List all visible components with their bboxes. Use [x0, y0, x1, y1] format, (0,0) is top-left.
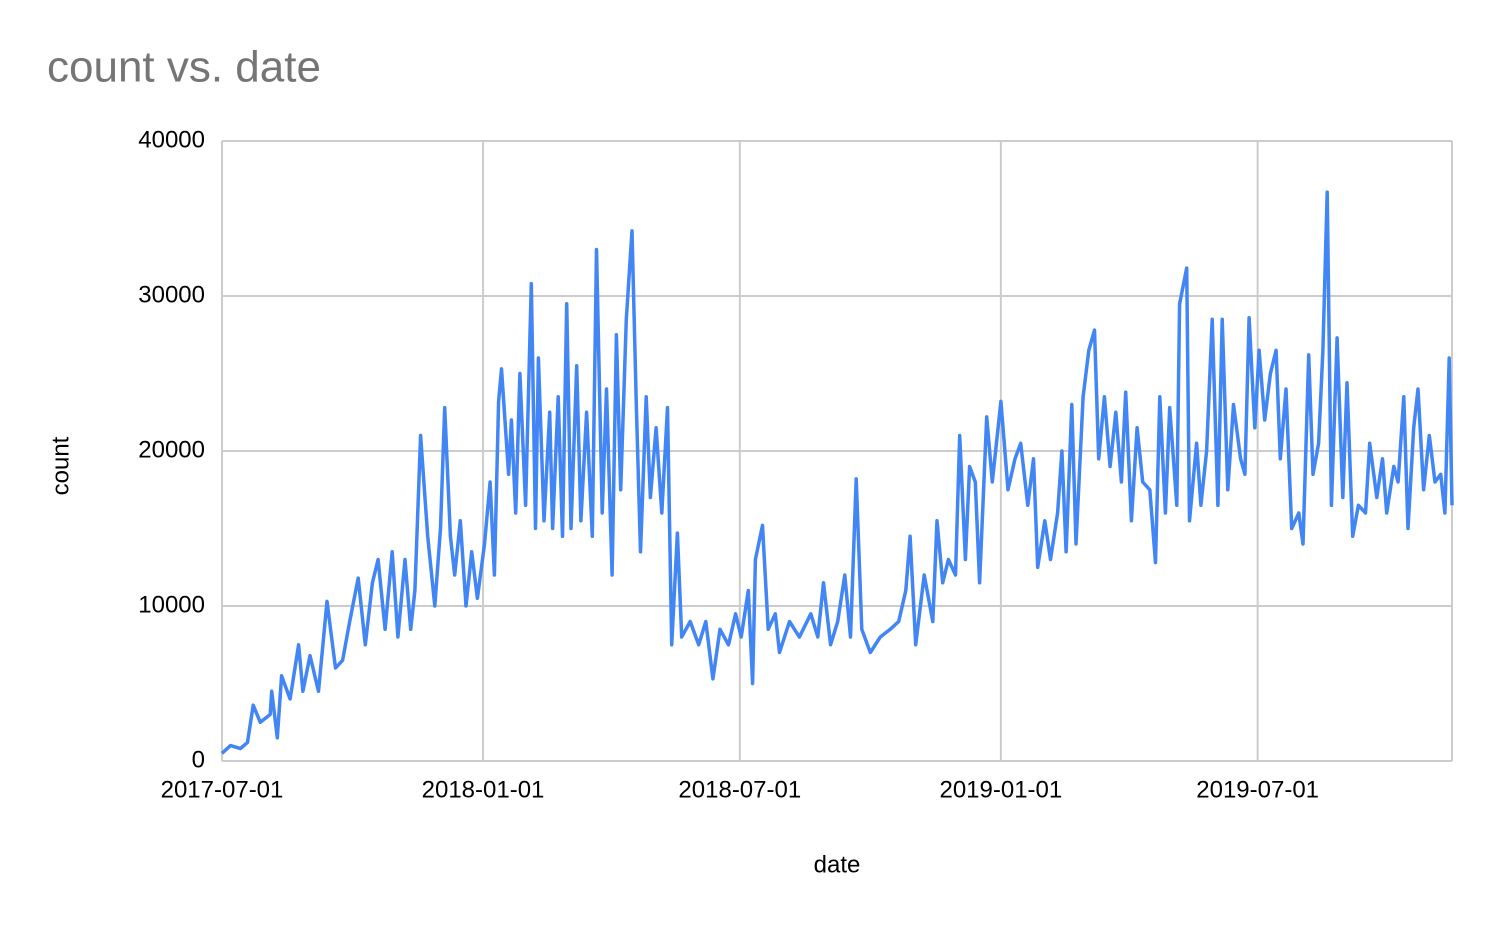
- y-tick-label: 30000: [138, 281, 205, 308]
- x-tick-label: 2019-01-01: [939, 776, 1062, 803]
- x-tick-label: 2018-07-01: [678, 776, 801, 803]
- x-tick-label: 2019-07-01: [1196, 776, 1319, 803]
- y-axis-label: count: [47, 436, 74, 495]
- data-line: [220, 190, 1454, 755]
- x-axis-label: date: [814, 851, 861, 878]
- y-tick-label: 10000: [138, 591, 205, 618]
- y-tick-label: 20000: [138, 436, 205, 463]
- y-tick-label: 40000: [138, 126, 205, 153]
- chart-title: count vs. date: [47, 43, 321, 92]
- x-tick-label: 2017-07-01: [161, 776, 284, 803]
- x-tick-label: 2018-01-01: [422, 776, 545, 803]
- y-tick-label: 0: [192, 746, 205, 773]
